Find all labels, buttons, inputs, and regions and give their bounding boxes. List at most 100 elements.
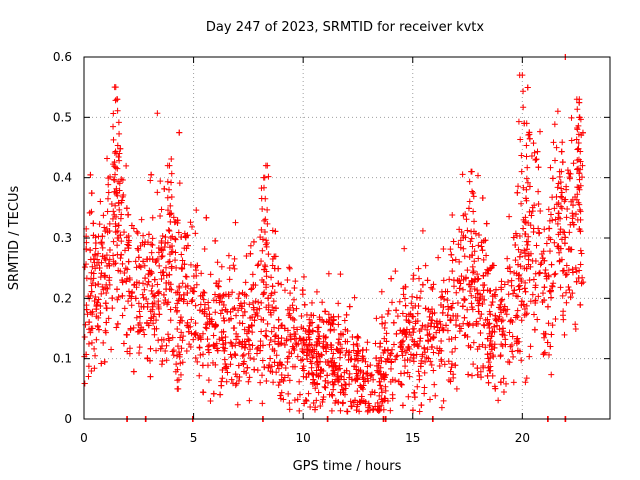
data-point xyxy=(430,334,437,341)
data-point xyxy=(373,355,380,362)
data-point xyxy=(504,255,511,262)
data-point xyxy=(103,319,110,326)
data-point xyxy=(234,373,241,380)
data-point xyxy=(196,307,203,314)
data-point xyxy=(114,286,121,293)
data-point xyxy=(247,354,254,361)
data-point xyxy=(575,165,582,172)
data-point xyxy=(474,290,481,297)
data-point xyxy=(430,349,437,356)
data-point xyxy=(516,271,523,278)
data-point xyxy=(114,142,121,149)
data-point xyxy=(401,295,408,302)
data-point xyxy=(152,259,159,266)
data-point xyxy=(337,349,344,356)
data-point xyxy=(172,257,179,264)
data-point xyxy=(292,340,299,347)
data-point xyxy=(397,327,404,334)
data-point xyxy=(520,104,527,111)
data-point xyxy=(172,235,179,242)
data-point xyxy=(570,221,577,228)
data-point xyxy=(231,255,238,262)
data-point xyxy=(92,352,99,359)
data-point xyxy=(468,235,475,242)
data-point xyxy=(471,218,478,225)
data-point xyxy=(464,306,471,313)
data-point xyxy=(145,278,152,285)
data-point xyxy=(233,312,240,319)
data-point xyxy=(328,346,335,353)
data-point xyxy=(212,361,219,368)
data-point xyxy=(514,307,521,314)
data-point xyxy=(531,149,538,156)
data-point xyxy=(429,285,436,292)
data-point xyxy=(102,300,109,307)
data-point xyxy=(392,377,399,384)
data-point xyxy=(265,173,272,180)
data-point xyxy=(398,381,405,388)
data-point xyxy=(437,302,444,309)
data-point xyxy=(488,346,495,353)
data-point xyxy=(178,233,185,240)
data-point xyxy=(522,279,529,286)
data-point xyxy=(123,205,130,212)
data-point xyxy=(232,342,239,349)
data-point xyxy=(105,189,112,196)
data-point xyxy=(474,365,481,372)
data-point xyxy=(219,366,226,373)
data-point xyxy=(470,193,477,200)
data-point xyxy=(508,277,515,284)
data-point xyxy=(165,226,172,233)
data-point xyxy=(285,390,292,397)
data-point xyxy=(378,288,385,295)
data-point xyxy=(155,337,162,344)
data-point xyxy=(235,307,242,314)
data-point xyxy=(526,353,533,360)
data-point xyxy=(286,377,293,384)
data-point xyxy=(530,276,537,283)
data-point xyxy=(163,357,170,364)
data-point xyxy=(89,311,96,318)
x-axis-label: GPS time / hours xyxy=(293,459,402,474)
data-point xyxy=(121,305,128,312)
data-point xyxy=(557,215,564,222)
data-point xyxy=(522,219,529,226)
data-point xyxy=(474,271,481,278)
data-point xyxy=(239,320,246,327)
x-tick-label: 15 xyxy=(405,431,420,445)
data-point xyxy=(221,347,228,354)
data-point xyxy=(306,328,313,335)
data-point xyxy=(184,282,191,289)
data-point xyxy=(126,350,133,357)
data-point xyxy=(255,261,262,268)
data-point xyxy=(145,271,152,278)
data-point xyxy=(254,312,261,319)
data-point xyxy=(548,371,555,378)
data-point xyxy=(376,392,383,399)
data-point xyxy=(360,369,367,376)
data-point xyxy=(457,280,464,287)
data-point xyxy=(579,162,586,169)
data-point xyxy=(371,389,378,396)
data-point xyxy=(336,362,343,369)
data-point xyxy=(469,188,476,195)
data-point xyxy=(579,174,586,181)
data-point xyxy=(114,227,121,234)
data-point xyxy=(132,258,139,265)
data-point xyxy=(148,287,155,294)
data-point xyxy=(474,297,481,304)
data-point xyxy=(120,340,127,347)
data-point xyxy=(145,231,152,238)
data-point xyxy=(261,262,268,269)
data-point xyxy=(190,273,197,280)
data-point xyxy=(410,313,417,320)
data-point xyxy=(500,388,507,395)
data-point xyxy=(546,288,553,295)
data-point xyxy=(325,311,332,318)
data-point xyxy=(238,343,245,350)
data-point xyxy=(376,403,383,410)
data-point xyxy=(88,190,95,197)
data-point xyxy=(125,258,132,265)
data-point xyxy=(520,184,527,191)
data-point xyxy=(394,313,401,320)
